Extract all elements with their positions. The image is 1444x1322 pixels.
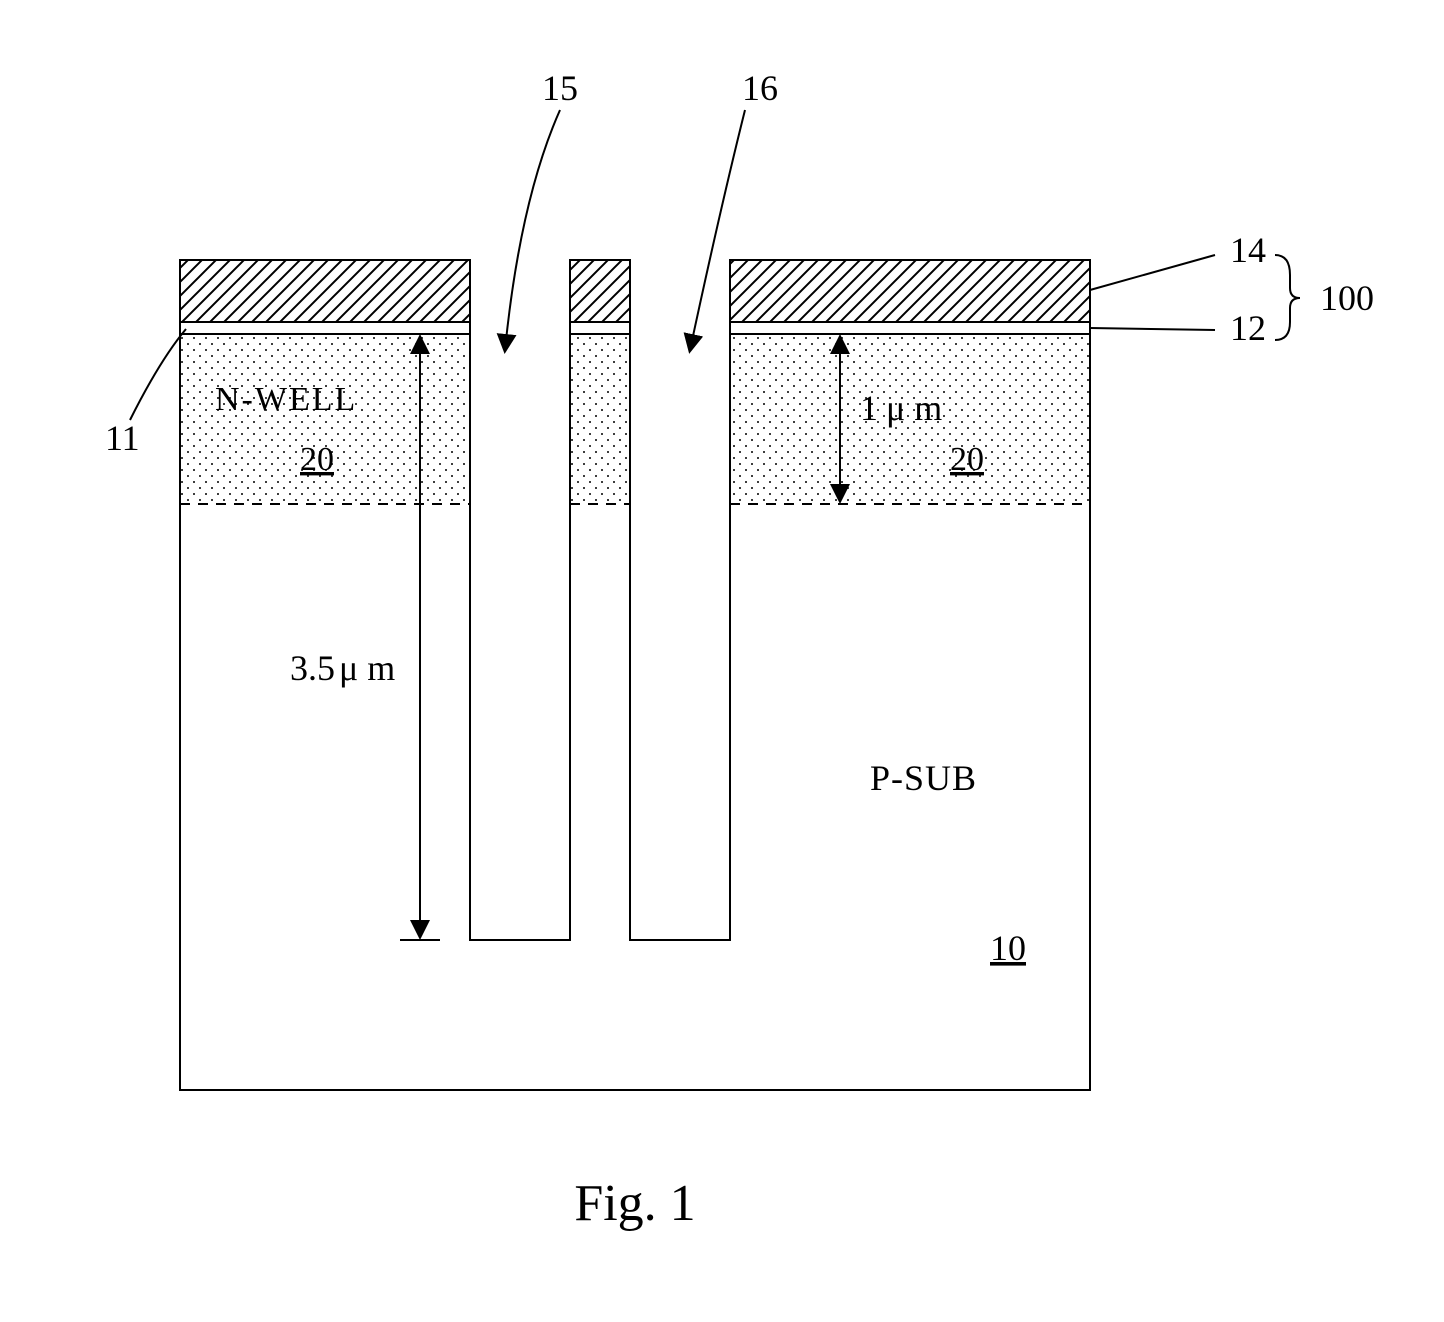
label-11: 11 xyxy=(105,418,140,458)
svg-text:1μ m: 1μ m xyxy=(860,388,942,428)
label-20-right: 20 xyxy=(950,441,984,478)
label-20-left: 20 xyxy=(300,441,334,478)
label-1um: 1μ m xyxy=(860,388,942,428)
label-3p5um: 3.5μ m xyxy=(290,648,395,688)
layer-12-thin xyxy=(180,322,1090,334)
figure-caption: Fig. 1 xyxy=(574,1175,695,1232)
layer-14-hatched xyxy=(180,260,1090,322)
label-16: 16 xyxy=(742,68,778,108)
svg-text:3.5μ m: 3.5μ m xyxy=(290,648,395,688)
label-15: 15 xyxy=(542,68,578,108)
label-14: 14 xyxy=(1230,230,1266,270)
nwell-region xyxy=(180,334,1090,504)
leader-14 xyxy=(1090,255,1215,290)
brace-100 xyxy=(1275,255,1300,340)
label-12: 12 xyxy=(1230,308,1266,348)
figure-canvas: 15 16 14 12 100 11 N-WELL 20 20 P-SUB 10… xyxy=(0,0,1444,1322)
leader-12 xyxy=(1090,328,1215,330)
label-nwell: N-WELL xyxy=(215,381,357,418)
label-psub: P-SUB xyxy=(870,758,977,798)
diagram-svg: 15 16 14 12 100 11 N-WELL 20 20 P-SUB 10… xyxy=(0,0,1444,1322)
leader-15 xyxy=(505,110,560,350)
label-100: 100 xyxy=(1320,278,1374,318)
label-10: 10 xyxy=(990,928,1026,968)
leader-11 xyxy=(130,329,186,420)
